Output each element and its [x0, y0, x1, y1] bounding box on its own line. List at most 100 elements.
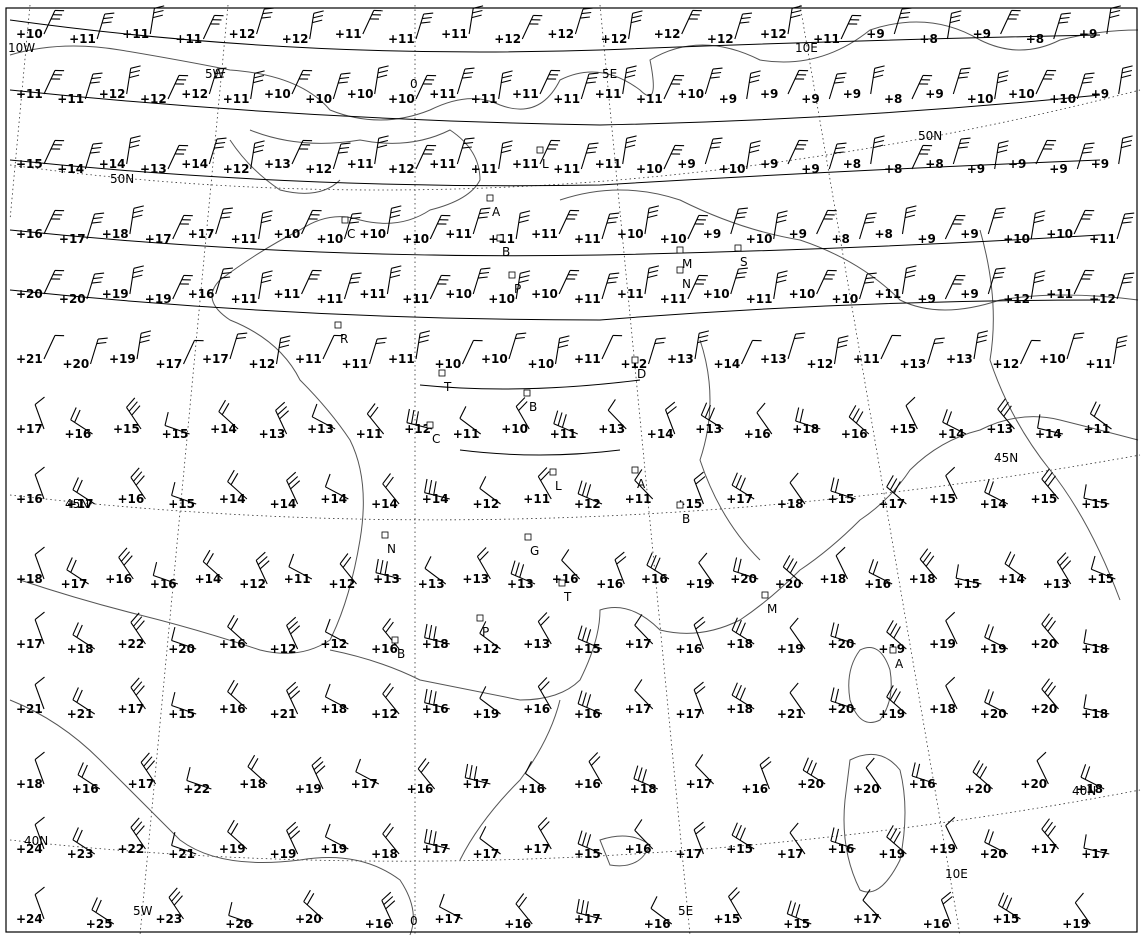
wind-barb: [973, 330, 989, 360]
wind-barb: [515, 397, 530, 430]
wind-barb: [997, 892, 1021, 920]
wind-barb: [456, 137, 475, 165]
wind-barb: [687, 214, 708, 240]
temperature-value: +11: [402, 292, 429, 306]
temperature-value: +14: [422, 492, 449, 506]
temperature-value: +12: [807, 357, 834, 371]
temperature-value: +21: [16, 702, 43, 716]
wind-barb: [86, 212, 105, 240]
station-label: C: [347, 227, 355, 241]
wind-barb: [508, 332, 527, 360]
station-label: L: [555, 479, 562, 493]
wind-barb: [789, 822, 806, 855]
temperature-value: +18: [1076, 782, 1103, 796]
wind-barb: [1035, 69, 1057, 95]
wind-barb: [311, 756, 326, 790]
station-label: A: [492, 205, 501, 219]
temperature-value: +21: [16, 352, 43, 366]
station-label: T: [563, 590, 572, 604]
wind-barb: [171, 626, 197, 650]
temperature-value: +24: [16, 842, 43, 856]
wind-barb: [577, 690, 603, 715]
temperature-value: +12: [760, 27, 787, 41]
wind-barb: [580, 142, 599, 170]
wind-barb: [218, 399, 239, 430]
temperature-value: +15: [574, 847, 601, 861]
temperature-value: +18: [929, 702, 956, 716]
wind-barb: [34, 816, 45, 850]
wind-barbs: [34, 5, 1135, 925]
temperature-value: +13: [695, 422, 722, 436]
coastlines: [9, 21, 1139, 936]
wind-barb: [183, 339, 204, 365]
wind-barb: [539, 139, 561, 165]
wind-barb: [862, 889, 882, 920]
temperature-value: +21: [67, 707, 94, 721]
temperature-value: +15: [929, 492, 956, 506]
temperature-value: +12: [707, 32, 734, 46]
temperature-value: +14: [1035, 427, 1062, 441]
temperature-value: +17: [1031, 842, 1058, 856]
lon-label-5w-bottom: 5W: [133, 904, 153, 918]
wind-barb: [250, 140, 265, 170]
temperature-value: +9: [917, 292, 935, 306]
temperature-value: +14: [320, 492, 347, 506]
temperature-value: +20: [1031, 637, 1058, 651]
wind-barb: [681, 9, 702, 35]
temperature-value: +9: [801, 92, 819, 106]
temperature-value: +19: [878, 847, 905, 861]
wind-barb: [130, 612, 146, 645]
temperature-value: +24: [16, 912, 43, 926]
temperature-value: +12: [473, 642, 500, 656]
temperature-value: +12: [99, 87, 126, 101]
temperature-value: +19: [686, 577, 713, 591]
station-label: B: [529, 400, 537, 414]
temperature-value: +17: [16, 422, 43, 436]
temperature-value: +10: [789, 287, 816, 301]
temperature-value: +20: [965, 782, 992, 796]
temperature-value: +9: [760, 157, 778, 171]
wind-barb: [644, 205, 660, 235]
temperature-value: +11: [553, 92, 580, 106]
wind-barb: [472, 267, 491, 295]
temperature-value: +12: [181, 87, 208, 101]
temperature-value: +23: [67, 847, 94, 861]
wind-barb: [1030, 210, 1046, 240]
wind-barb: [997, 398, 1015, 430]
temperature-value: +10: [488, 292, 515, 306]
wind-barb: [34, 676, 45, 710]
wind-barb: [247, 754, 268, 785]
temperature-value: +13: [1043, 577, 1070, 591]
wind-barb: [324, 473, 349, 500]
temperature-value: +9: [1091, 157, 1109, 171]
temperature-value: +12: [249, 357, 276, 371]
temperature-value: +8: [919, 32, 937, 46]
wind-barb: [311, 403, 336, 430]
wind-barb: [1083, 484, 1110, 505]
temperature-value: +19: [295, 782, 322, 796]
temperature-value: +17: [118, 702, 145, 716]
temperature-value: +11: [574, 292, 601, 306]
wind-barb: [886, 685, 907, 715]
wind-barb: [886, 475, 907, 505]
station-label: M: [767, 602, 777, 616]
temperature-value: +11: [122, 27, 149, 41]
wind-barb: [942, 409, 967, 435]
wind-barb: [129, 265, 144, 295]
wind-barb: [577, 480, 603, 505]
wind-barb: [911, 144, 933, 170]
station-marker-icon: [549, 468, 557, 476]
temperature-value: +16: [65, 427, 92, 441]
wind-barb: [96, 12, 115, 40]
wind-barb: [558, 269, 580, 295]
temperature-value: +18: [16, 572, 43, 586]
temperature-value: +13: [418, 577, 445, 591]
station-marker-icon: [486, 194, 494, 202]
temperature-value: +10: [347, 87, 374, 101]
station-marker-icon: [426, 421, 434, 429]
temperature-value: +16: [105, 572, 132, 586]
wind-barb: [366, 403, 385, 435]
temperature-value: +15: [162, 427, 189, 441]
temperature-value: +17: [61, 577, 88, 591]
